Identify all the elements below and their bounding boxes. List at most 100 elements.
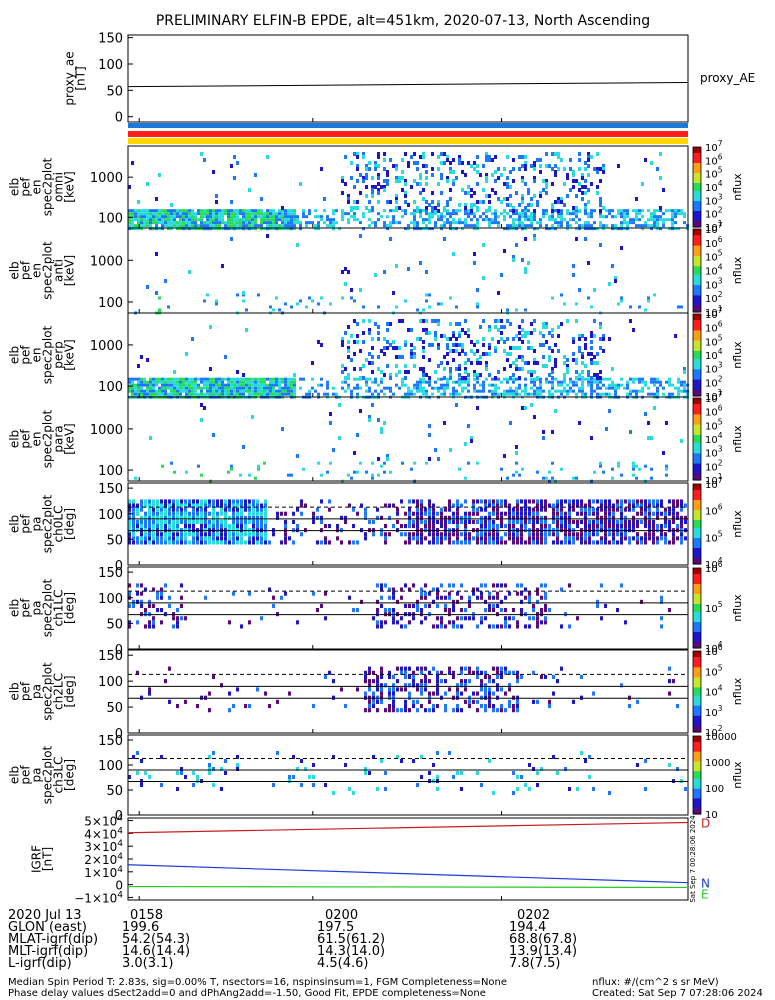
pitch-angle-cell — [268, 587, 271, 592]
spectrogram-cell — [656, 389, 659, 393]
spectrogram-cell — [320, 383, 323, 387]
colorbar-tick: 103 — [705, 276, 723, 291]
spectrogram-cell — [521, 358, 524, 362]
pitch-angle-cell — [236, 528, 239, 533]
colorbar-cell — [693, 721, 701, 725]
pitch-angle-cell — [444, 532, 447, 537]
pitch-angle-cell — [452, 532, 455, 537]
spectrogram-cell — [179, 209, 182, 213]
pitch-angle-cell — [420, 775, 423, 779]
spectrogram-cell — [683, 383, 686, 387]
spectrogram-cell — [332, 218, 335, 222]
pitch-angle-cell — [152, 511, 155, 516]
spectrogram-cell — [362, 376, 365, 380]
spectrogram-cell — [353, 340, 356, 344]
spectrogram-cell — [245, 227, 248, 231]
pitch-angle-cell — [516, 699, 519, 704]
spectrogram-cell — [524, 383, 527, 387]
spectrogram-cell — [305, 392, 308, 396]
spectrogram-cell — [629, 319, 632, 323]
colorbar-cell — [693, 361, 701, 364]
spectrogram-cell — [581, 383, 584, 387]
pitch-angle-cell — [652, 499, 655, 504]
spectrogram-cell — [182, 218, 185, 222]
pitch-angle-cell — [480, 595, 483, 600]
spectrogram-cell — [293, 224, 296, 228]
colorbar-cell — [693, 473, 701, 477]
pitch-angle-cell — [212, 511, 215, 516]
pitch-angle-cell — [136, 536, 139, 541]
spectrogram-cell — [527, 370, 530, 374]
pitch-angle-cell — [180, 767, 183, 771]
spectrogram-cell — [590, 224, 593, 228]
colorbar-cell — [693, 295, 701, 299]
pitch-angle-cell — [348, 787, 351, 791]
pitch-angle-cell — [412, 674, 415, 680]
pitch-angle-cell — [656, 511, 659, 516]
spectrogram-cell — [545, 182, 548, 186]
pitch-angle-cell — [216, 519, 219, 524]
spectrogram-cell — [632, 464, 635, 468]
spectrogram-cell — [128, 227, 131, 231]
spectrogram-cell — [524, 164, 527, 168]
spectrogram-cell — [269, 215, 272, 219]
pitch-angle-cell — [332, 791, 335, 795]
spectrogram-cell — [422, 367, 425, 371]
spectrogram-cell — [254, 383, 257, 387]
spectrogram-cell — [467, 161, 470, 165]
spectrogram-cell — [236, 370, 239, 374]
pitch-angle-cell — [132, 532, 135, 537]
spectrogram-cell — [377, 212, 380, 216]
spectrogram-cell — [503, 227, 506, 231]
pitch-angle-cell — [616, 528, 619, 533]
pitch-angle-cell — [432, 519, 435, 524]
pitch-angle-cell — [236, 519, 239, 524]
spectrogram-cell — [632, 221, 635, 225]
spectrogram-cell — [581, 352, 584, 356]
pitch-angle-cell — [488, 687, 491, 692]
spectrogram-cell — [488, 389, 491, 393]
pitch-angle-cell — [492, 791, 495, 795]
spectrogram-cell — [380, 389, 383, 393]
spectrogram-cell — [248, 215, 251, 219]
spectrogram-cell — [398, 176, 401, 180]
spectrogram-cell — [368, 200, 371, 204]
spectrogram-cell — [440, 224, 443, 228]
spectrogram-cell — [470, 218, 473, 222]
colorbar-cell — [693, 703, 701, 707]
pitch-angle-cell — [244, 524, 247, 529]
spectrogram-cell — [596, 352, 599, 356]
pitch-angle-cell — [416, 536, 419, 541]
pitch-angle-cell — [424, 708, 427, 713]
spectrogram-cell — [413, 212, 416, 216]
spectrogram-cell — [575, 319, 578, 323]
spectrogram-cell — [191, 377, 194, 381]
pitch-angle-cell — [400, 759, 403, 763]
pitch-angle-cell — [524, 507, 527, 512]
colorbar-tick: 102 — [705, 724, 723, 739]
colorbar-cell — [693, 262, 701, 265]
axis-label-line: pef — [19, 177, 33, 197]
spectrogram-cell — [194, 227, 197, 231]
pitch-angle-cell — [468, 699, 471, 704]
spectrogram-cell — [263, 461, 266, 465]
colorbar-tick: 103 — [705, 445, 723, 460]
spectrogram-cell — [146, 285, 149, 289]
colorbar-cell — [693, 653, 701, 656]
spectrogram-cell — [200, 389, 203, 393]
spectrogram-cell — [281, 392, 284, 396]
pitch-angle-cell — [168, 603, 171, 608]
spectrogram-cell — [563, 386, 566, 390]
spectrogram-cell — [503, 454, 506, 458]
pitch-angle-cell — [556, 503, 559, 508]
colorbar-tick: 107 — [705, 390, 723, 405]
spectrogram-cell — [614, 279, 617, 283]
spectrogram-cell — [140, 218, 143, 222]
spectrogram-cell — [428, 343, 431, 347]
spectrogram-cell — [395, 200, 398, 204]
spectrogram-cell — [407, 389, 410, 393]
pitch-angle-cell — [164, 679, 167, 684]
spectrogram-cell — [185, 224, 188, 228]
pitch-angle-cell — [412, 511, 415, 516]
axis-label-line: [keV] — [63, 255, 77, 286]
